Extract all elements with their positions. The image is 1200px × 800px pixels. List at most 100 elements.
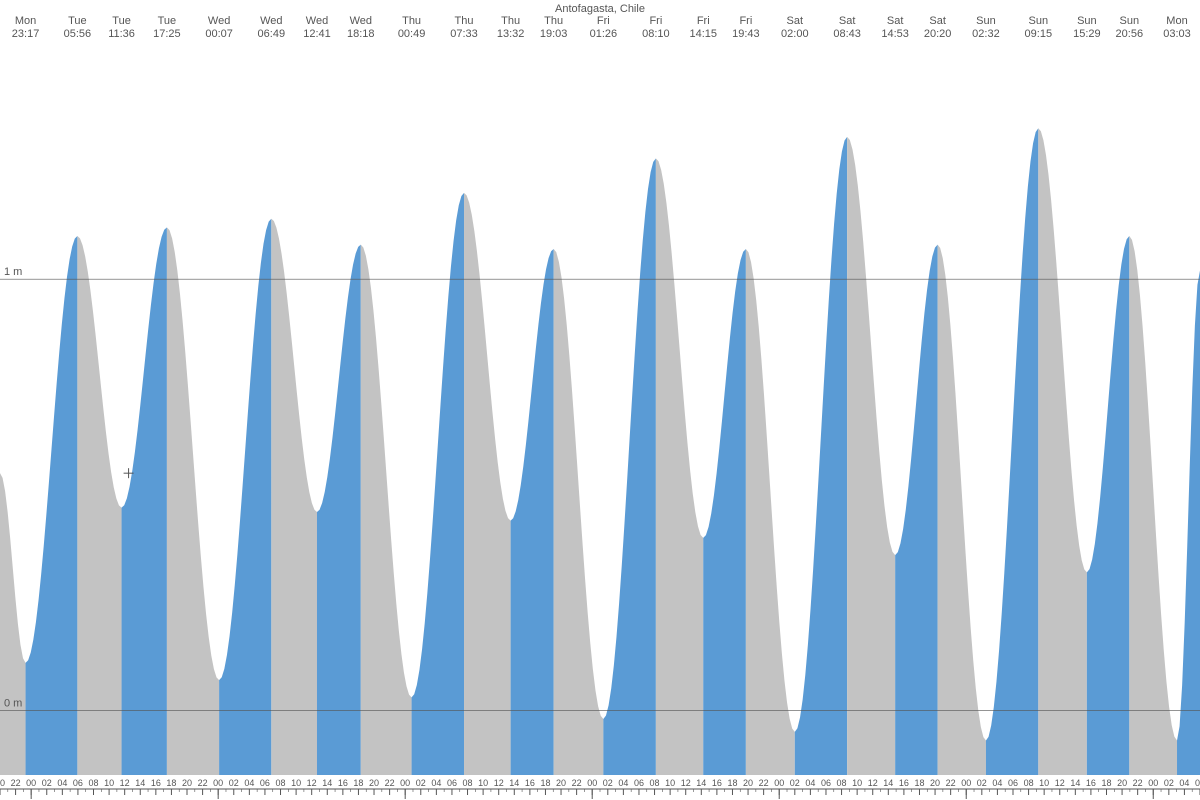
x-axis: 20 22 00 02 04 06 08 10 12 14 16 18 20 22 00 02 04 06 08 10… (0, 778, 1200, 799)
top-label-time: 19:43 (732, 28, 760, 40)
x-hour-label: 02 (1164, 778, 1174, 788)
tide-segment (77, 236, 121, 775)
x-hour-label: 06 (73, 778, 83, 788)
x-hour-label: 12 (868, 778, 878, 788)
top-label-day: Fri (697, 15, 710, 27)
tide-segment (361, 245, 412, 775)
top-label-time: 20:20 (924, 28, 952, 40)
x-hour-label: 06 (634, 778, 644, 788)
x-hour-label: 16 (1086, 778, 1096, 788)
top-label-time: 13:32 (497, 28, 525, 40)
x-hour-label: 18 (914, 778, 924, 788)
tide-segment (554, 249, 604, 775)
y-tick-label: 0 m (4, 697, 22, 709)
x-hour-label: 08 (276, 778, 286, 788)
tide-segment (1177, 271, 1200, 775)
x-hour-label: 12 (494, 778, 504, 788)
top-label-time: 02:32 (972, 28, 1000, 40)
top-label-time: 01:26 (590, 28, 618, 40)
top-labels: Antofagasta, ChileMon23:17Tue05:56Tue11:… (12, 3, 1191, 40)
top-label-day: Wed (208, 15, 230, 27)
x-hour-label: 14 (883, 778, 893, 788)
top-label-time: 17:25 (153, 28, 181, 40)
x-hour-label: 20 (743, 778, 753, 788)
x-hour-label: 20 (1117, 778, 1127, 788)
x-hour-label: 08 (1024, 778, 1034, 788)
top-label-day: Fri (597, 15, 610, 27)
x-hour-label: 18 (166, 778, 176, 788)
x-hour-label: 20 (556, 778, 566, 788)
top-label-day: Sun (1029, 15, 1049, 27)
x-hour-label: 02 (229, 778, 239, 788)
x-hour-label: 08 (463, 778, 473, 788)
top-label-day: Tue (112, 15, 131, 27)
top-label-day: Fri (739, 15, 752, 27)
top-label-time: 05:56 (64, 28, 92, 40)
y-tick-label: 1 m (4, 266, 22, 278)
top-label-time: 14:53 (881, 28, 909, 40)
tide-segment (746, 249, 795, 775)
top-label-day: Tue (158, 15, 177, 27)
top-label-time: 03:03 (1163, 28, 1191, 40)
x-hour-label: 22 (11, 778, 21, 788)
top-label-time: 14:15 (689, 28, 717, 40)
x-hour-label: 02 (977, 778, 987, 788)
x-hour-label: 22 (572, 778, 582, 788)
x-hour-label: 18 (353, 778, 363, 788)
x-hour-label: 06 (447, 778, 457, 788)
top-label-time: 23:17 (12, 28, 40, 40)
top-label-day: Sat (787, 15, 804, 27)
x-hour-label: 04 (57, 778, 67, 788)
tide-segment (1038, 128, 1087, 775)
x-hour-label: 14 (322, 778, 332, 788)
tide-segment (847, 137, 895, 775)
x-hour-label: 00 (213, 778, 223, 788)
tide-segment (1087, 236, 1129, 775)
tide-segment (986, 128, 1038, 775)
top-label-day: Sun (1120, 15, 1140, 27)
x-hour-label: 04 (244, 778, 254, 788)
top-label-day: Thu (402, 15, 421, 27)
top-label-time: 02:00 (781, 28, 809, 40)
x-hour-label: 22 (759, 778, 769, 788)
x-hour-label: 08 (837, 778, 847, 788)
top-label-time: 20:56 (1116, 28, 1144, 40)
top-label-day: Thu (501, 15, 520, 27)
x-hour-label: 22 (385, 778, 395, 788)
x-hour-label: 12 (1055, 778, 1065, 788)
top-label-day: Sat (839, 15, 856, 27)
x-hour-label: 10 (104, 778, 114, 788)
x-hour-label: 04 (992, 778, 1002, 788)
x-hour-label: 12 (307, 778, 317, 788)
x-hour-label: 00 (400, 778, 410, 788)
x-hour-label: 00 (587, 778, 597, 788)
tide-segment (1129, 236, 1177, 775)
top-label-time: 09:15 (1025, 28, 1053, 40)
top-label-time: 00:49 (398, 28, 426, 40)
x-hour-label: 16 (151, 778, 161, 788)
x-hour-label: 06 (821, 778, 831, 788)
x-hour-label: 04 (805, 778, 815, 788)
top-label-day: Thu (455, 15, 474, 27)
x-hour-label: 14 (135, 778, 145, 788)
x-hour-label: 00 (1148, 778, 1158, 788)
tide-segment (895, 245, 937, 775)
x-hour-label: 04 (1179, 778, 1189, 788)
tide-segment (603, 158, 656, 775)
x-hour-label: 00 (774, 778, 784, 788)
top-label-day: Wed (260, 15, 282, 27)
x-hour-label: 10 (478, 778, 488, 788)
x-hour-label: 16 (899, 778, 909, 788)
tide-segment (656, 158, 703, 775)
tide-segment (0, 473, 26, 775)
top-label-day: Wed (350, 15, 372, 27)
x-hour-label: 06 (260, 778, 270, 788)
top-label-day: Sun (1077, 15, 1097, 27)
x-hour-label: 08 (88, 778, 98, 788)
top-label-time: 08:10 (642, 28, 670, 40)
top-label-day: Tue (68, 15, 87, 27)
x-hour-label: 14 (696, 778, 706, 788)
top-label-time: 12:41 (303, 28, 331, 40)
x-hour-label: 08 (650, 778, 660, 788)
x-hour-label: 10 (852, 778, 862, 788)
